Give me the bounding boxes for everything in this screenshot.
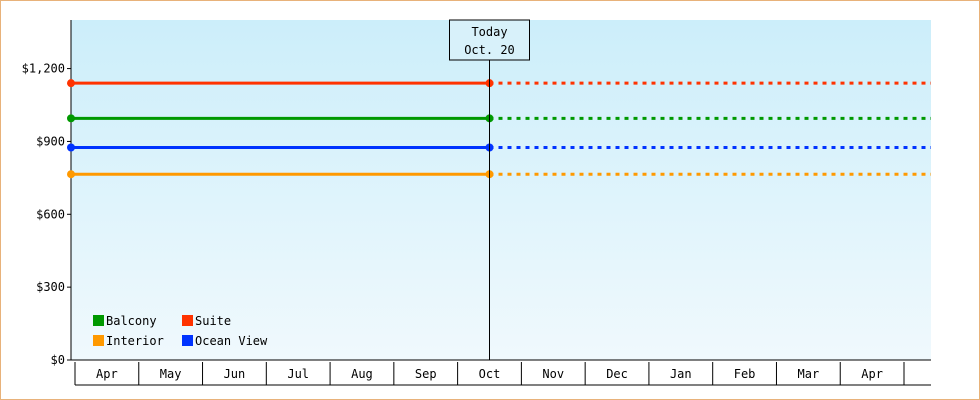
legend-label: Interior bbox=[106, 334, 164, 348]
legend-swatch bbox=[182, 335, 193, 346]
x-tick-label: Aug bbox=[351, 367, 373, 381]
y-tick-label: $600 bbox=[36, 207, 65, 221]
x-tick-label: Mar bbox=[798, 367, 820, 381]
x-tick-label: Jun bbox=[224, 367, 246, 381]
x-tick-label: Sep bbox=[415, 367, 437, 381]
series-point-start[interactable] bbox=[67, 79, 75, 88]
y-tick-label: $1,200 bbox=[22, 62, 65, 76]
x-tick-label: Jan bbox=[670, 367, 692, 381]
x-tick-label: Oct bbox=[479, 367, 501, 381]
y-tick-label: $900 bbox=[36, 134, 65, 148]
today-label: Today bbox=[471, 25, 507, 39]
series-point-start[interactable] bbox=[67, 143, 75, 152]
x-tick-label: Nov bbox=[542, 367, 564, 381]
legend-label: Ocean View bbox=[195, 334, 268, 348]
x-tick-label: Apr bbox=[861, 367, 883, 381]
today-date-label: Oct. 20 bbox=[464, 43, 515, 57]
x-tick-label: Apr bbox=[96, 367, 118, 381]
legend-label: Suite bbox=[195, 314, 231, 328]
plot-area bbox=[71, 20, 931, 360]
legend-swatch bbox=[182, 315, 193, 326]
x-tick-label: Feb bbox=[734, 367, 756, 381]
x-tick-label: Dec bbox=[606, 367, 628, 381]
today-callout-box bbox=[449, 19, 530, 61]
x-tick-label: May bbox=[160, 367, 182, 381]
legend-swatch bbox=[93, 335, 104, 346]
legend-swatch bbox=[93, 315, 104, 326]
series-point-start[interactable] bbox=[67, 170, 75, 179]
y-tick-label: $300 bbox=[36, 280, 65, 294]
legend-label: Balcony bbox=[106, 314, 157, 328]
y-tick-label: $0 bbox=[51, 353, 65, 367]
x-tick-label: Jul bbox=[287, 367, 309, 381]
series-point-start[interactable] bbox=[67, 114, 75, 123]
